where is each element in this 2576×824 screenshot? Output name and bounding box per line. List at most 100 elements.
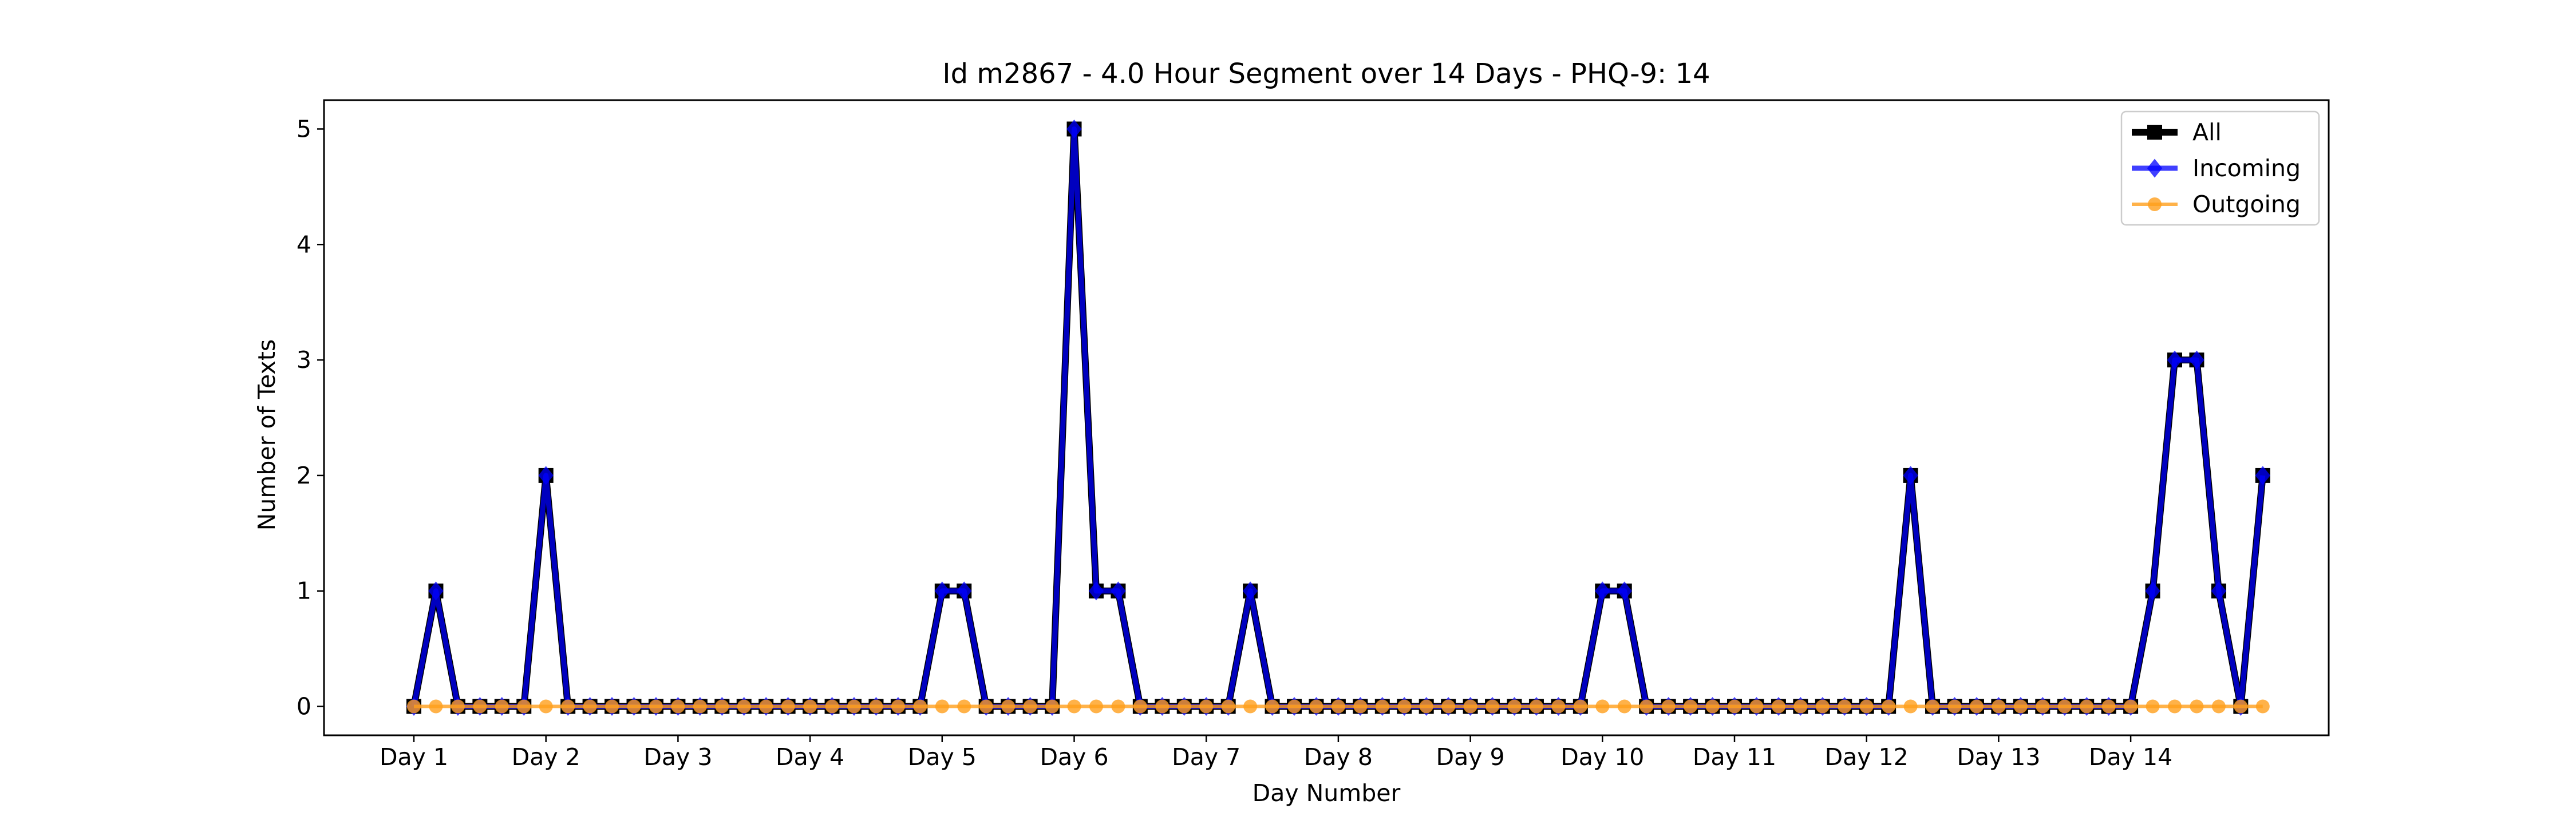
data-point-outgoing — [1419, 699, 1433, 714]
data-point-outgoing — [1001, 699, 1016, 714]
data-point-outgoing — [935, 699, 949, 714]
data-point-outgoing — [693, 699, 707, 714]
data-point-outgoing — [2080, 699, 2094, 714]
data-point-outgoing — [649, 699, 663, 714]
data-point-outgoing — [627, 699, 641, 714]
data-point-outgoing — [1684, 699, 1698, 714]
legend-marker — [2147, 159, 2163, 178]
data-point-outgoing — [517, 699, 531, 714]
data-point-outgoing — [2146, 699, 2160, 714]
data-point-incoming — [1242, 581, 1258, 601]
data-point-incoming — [2189, 350, 2204, 370]
data-point-outgoing — [429, 699, 443, 714]
data-point-outgoing — [913, 699, 927, 714]
x-tick-label: Day 9 — [1436, 743, 1505, 771]
data-point-incoming — [1617, 581, 1632, 601]
data-point-outgoing — [2211, 699, 2226, 714]
x-axis-ticks: Day 1 Day 2 Day 3 Day 4 Day 5 Day 6 Day 7 Day 8… — [380, 735, 2172, 771]
x-tick-label: Day 13 — [1957, 743, 2040, 771]
x-tick-label: Day 10 — [1560, 743, 1644, 771]
data-point-outgoing — [803, 699, 817, 714]
y-tick-label: 4 — [297, 231, 311, 258]
x-tick-label: Day 1 — [380, 743, 448, 771]
data-point-outgoing — [1441, 699, 1456, 714]
series-outgoing — [407, 699, 2270, 714]
data-point-incoming — [2211, 581, 2227, 601]
data-point-outgoing — [1287, 699, 1301, 714]
data-point-outgoing — [1375, 699, 1389, 714]
data-point-outgoing — [1793, 699, 1808, 714]
chart-title: Id m2867 - 4.0 Hour Segment over 14 Days… — [942, 58, 1710, 90]
data-point-outgoing — [781, 699, 795, 714]
data-point-outgoing — [1111, 699, 1125, 714]
data-point-outgoing — [715, 699, 729, 714]
data-point-outgoing — [1067, 699, 1081, 714]
data-point-outgoing — [1661, 699, 1676, 714]
data-point-outgoing — [1133, 699, 1147, 714]
data-point-outgoing — [1969, 699, 1984, 714]
x-tick-label: Day 3 — [643, 743, 712, 771]
data-point-outgoing — [979, 699, 993, 714]
data-point-incoming — [1595, 581, 1610, 601]
data-point-outgoing — [825, 699, 839, 714]
data-point-outgoing — [1199, 699, 1214, 714]
data-point-outgoing — [1155, 699, 1170, 714]
y-tick-label: 0 — [297, 693, 311, 720]
data-point-outgoing — [1331, 699, 1345, 714]
data-point-outgoing — [1639, 699, 1654, 714]
data-point-outgoing — [561, 699, 575, 714]
data-point-incoming — [957, 581, 972, 601]
y-tick-label: 1 — [297, 577, 311, 605]
data-point-outgoing — [869, 699, 883, 714]
data-point-outgoing — [759, 699, 773, 714]
data-point-incoming — [1088, 581, 1104, 601]
data-point-outgoing — [1309, 699, 1323, 714]
data-point-outgoing — [957, 699, 971, 714]
data-point-outgoing — [2255, 699, 2270, 714]
data-point-outgoing — [2057, 699, 2072, 714]
data-point-outgoing — [1926, 699, 1940, 714]
data-point-incoming — [1111, 581, 1126, 601]
data-point-outgoing — [1749, 699, 1764, 714]
data-point-outgoing — [1882, 699, 1896, 714]
data-point-outgoing — [2013, 699, 2028, 714]
data-point-outgoing — [671, 699, 685, 714]
data-point-outgoing — [1397, 699, 1412, 714]
data-point-outgoing — [1992, 699, 2006, 714]
data-point-incoming — [2145, 581, 2160, 601]
data-point-outgoing — [847, 699, 861, 714]
data-point-outgoing — [2234, 699, 2248, 714]
data-point-outgoing — [2036, 699, 2050, 714]
data-point-outgoing — [1551, 699, 1566, 714]
data-point-outgoing — [2168, 699, 2182, 714]
y-tick-label: 5 — [297, 115, 311, 142]
x-tick-label: Day 4 — [776, 743, 844, 771]
data-point-outgoing — [1771, 699, 1785, 714]
x-tick-label: Day 5 — [908, 743, 977, 771]
y-axis-ticks: 0 1 2 3 4 5 — [297, 115, 324, 720]
data-point-outgoing — [2124, 699, 2138, 714]
data-point-outgoing — [1529, 699, 1543, 714]
data-point-outgoing — [605, 699, 619, 714]
data-point-incoming — [428, 581, 444, 601]
data-point-outgoing — [1617, 699, 1631, 714]
data-point-incoming — [538, 466, 554, 485]
data-point-outgoing — [1485, 699, 1500, 714]
data-point-outgoing — [1265, 699, 1279, 714]
data-point-outgoing — [1089, 699, 1103, 714]
x-tick-label: Day 11 — [1693, 743, 1776, 771]
plot-area — [323, 99, 2330, 736]
data-point-outgoing — [1859, 699, 1874, 714]
data-point-outgoing — [1507, 699, 1522, 714]
x-axis-label: Day Number — [1253, 779, 1401, 807]
data-point-outgoing — [1353, 699, 1368, 714]
x-tick-label: Day 7 — [1172, 743, 1240, 771]
data-point-outgoing — [583, 699, 597, 714]
data-point-outgoing — [1573, 699, 1587, 714]
data-point-outgoing — [495, 699, 509, 714]
data-point-outgoing — [2101, 699, 2116, 714]
data-point-outgoing — [1463, 699, 1477, 714]
data-point-outgoing — [737, 699, 751, 714]
data-point-outgoing — [1045, 699, 1060, 714]
data-point-outgoing — [1947, 699, 1962, 714]
